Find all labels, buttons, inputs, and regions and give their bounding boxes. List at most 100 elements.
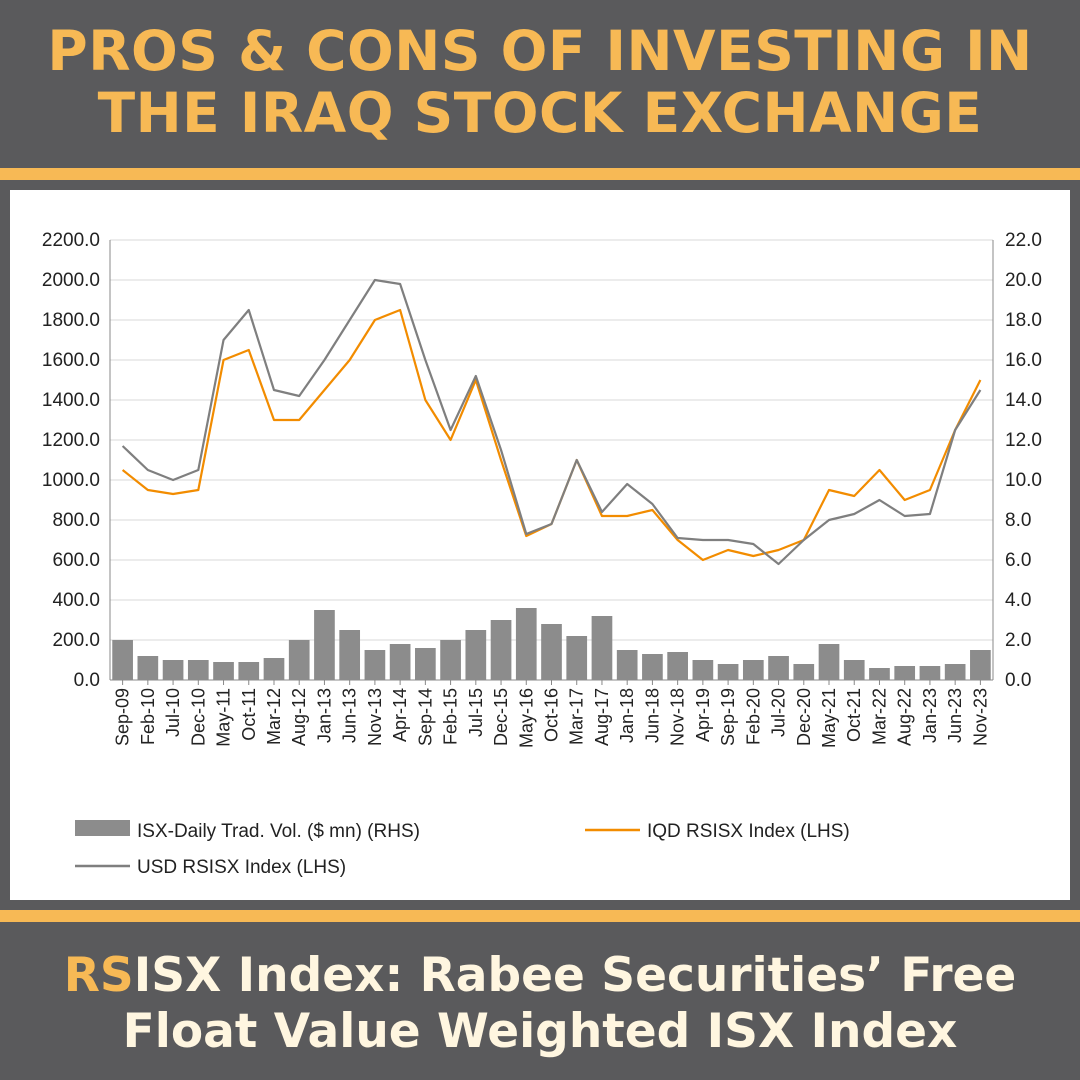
footer-line-1-rest: ISX Index: Rabee Securities’ Free <box>133 948 1017 1003</box>
volume-bar <box>364 650 386 680</box>
y-right-tick-label: 6.0 <box>1005 550 1031 571</box>
x-tick-label: Nov-18 <box>668 688 688 746</box>
x-tick-label: Sep-14 <box>415 688 435 746</box>
x-tick-label: May-11 <box>214 688 234 747</box>
x-tick-label: Jul-15 <box>466 688 486 737</box>
volume-bar <box>137 656 159 680</box>
y-left-tick-label: 1000.0 <box>42 470 100 491</box>
volume-bar <box>238 662 260 680</box>
volume-bar <box>263 658 285 680</box>
y-right-tick-label: 0.0 <box>1005 670 1031 691</box>
x-tick-label: Jun-23 <box>945 688 965 743</box>
volume-bar <box>288 640 310 680</box>
y-right-tick-label: 8.0 <box>1005 510 1031 531</box>
legend-label: USD RSISX Index (LHS) <box>137 857 346 878</box>
y-right-tick-label: 20.0 <box>1005 270 1042 291</box>
x-tick-label: Oct-21 <box>844 688 864 742</box>
volume-bar <box>566 636 588 680</box>
rsisx-chart: 0.0 200.0 400.0 600.0 800.0 1000.0 1200.0 1400.… <box>42 230 1042 878</box>
title-line-1: PROS & CONS OF INVESTING IN <box>47 19 1033 83</box>
volume-bar <box>162 660 184 680</box>
volume-bar <box>869 668 890 680</box>
volume-bar <box>591 616 613 680</box>
y-right-tick-label: 18.0 <box>1005 310 1042 331</box>
volume-bar <box>843 660 865 680</box>
chart-panel: 0.0 200.0 400.0 600.0 800.0 1000.0 1200.0 1400.… <box>10 190 1070 900</box>
volume-bar <box>667 652 688 680</box>
footer-caption: RSISX Index: Rabee Securities’ Free Floa… <box>0 948 1080 1060</box>
y-left-tick-label: 1400.0 <box>42 390 100 411</box>
legend-label: ISX-Daily Trad. Vol. ($ mn) (RHS) <box>137 821 420 842</box>
page-title: PROS & CONS OF INVESTING IN THE IRAQ STO… <box>0 20 1080 144</box>
y-left-tick-label: 200.0 <box>52 630 100 651</box>
legend-label: IQD RSISX Index (LHS) <box>647 821 850 842</box>
bottom-accent-stripe <box>0 910 1080 922</box>
y-right-tick-label: 12.0 <box>1005 430 1042 451</box>
volume-bar <box>919 666 941 680</box>
x-tick-label: May-21 <box>819 688 839 748</box>
volume-bar <box>642 654 663 680</box>
x-tick-label: Feb-15 <box>441 688 461 745</box>
footer-highlight: RS <box>63 948 134 1003</box>
volume-bar <box>692 660 714 680</box>
x-tick-label: Jun-18 <box>642 688 662 743</box>
volume-bar <box>314 610 335 680</box>
y-right-tick-label: 4.0 <box>1005 590 1031 611</box>
footer-line-1: RSISX Index: Rabee Securities’ Free <box>0 948 1080 1004</box>
y-left-tick-label: 800.0 <box>52 510 100 531</box>
volume-bar <box>768 656 789 680</box>
x-tick-label: Nov-13 <box>365 688 385 746</box>
x-tick-label: Jul-10 <box>163 688 183 737</box>
x-tick-label: Aug-17 <box>592 688 612 746</box>
x-tick-label: Jun-13 <box>340 688 360 743</box>
volume-bar <box>440 640 461 680</box>
volume-bar <box>818 644 840 680</box>
volume-bar <box>541 624 562 680</box>
y-left-tick-label: 0.0 <box>74 670 100 691</box>
header-banner: PROS & CONS OF INVESTING IN THE IRAQ STO… <box>0 0 1080 168</box>
volume-bar <box>616 650 638 680</box>
volume-bar <box>970 650 991 680</box>
volume-bar <box>742 660 764 680</box>
x-tick-label: Nov-23 <box>970 688 990 746</box>
y-left-tick-label: 400.0 <box>52 590 100 611</box>
x-tick-label: Mar-12 <box>264 688 284 745</box>
title-line-2: THE IRAQ STOCK EXCHANGE <box>97 81 983 145</box>
y-left-tick-label: 1200.0 <box>42 430 100 451</box>
x-tick-label: Feb-10 <box>138 688 158 745</box>
volume-bar <box>187 660 209 680</box>
y-left-tick-label: 2000.0 <box>42 270 100 291</box>
x-tick-label: Dec-15 <box>491 688 511 746</box>
footer-line-2: Float Value Weighted ISX Index <box>122 1004 958 1059</box>
volume-bar <box>793 664 815 680</box>
volume-bar <box>515 608 537 680</box>
y-right-tick-label: 14.0 <box>1005 390 1042 411</box>
y-left-tick-label: 2200.0 <box>42 230 100 251</box>
volume-bar <box>490 620 512 680</box>
x-tick-label: Jan-23 <box>920 688 940 743</box>
volume-bar <box>944 664 966 680</box>
usd-index-line <box>121 278 982 566</box>
x-tick-label: Jan-18 <box>617 688 637 743</box>
legend-swatch-volume <box>75 820 130 836</box>
x-tick-label: Sep-09 <box>113 688 133 746</box>
x-tick-label: Oct-16 <box>542 688 562 742</box>
volume-bar <box>415 648 436 680</box>
volume-bar <box>112 640 133 680</box>
volume-bar <box>339 630 361 680</box>
volume-bar <box>213 662 234 680</box>
x-tick-label: Oct-11 <box>239 688 259 741</box>
y-right-tick-label: 16.0 <box>1005 350 1042 371</box>
top-accent-stripe <box>0 168 1080 180</box>
y-right-tick-label: 2.0 <box>1005 630 1031 651</box>
volume-bar <box>717 664 739 680</box>
x-tick-label: Apr-14 <box>390 688 410 742</box>
x-tick-label: Mar-22 <box>869 688 889 745</box>
y-left-tick-label: 1600.0 <box>42 350 100 371</box>
y-right-tick-label: 22.0 <box>1005 230 1042 251</box>
x-tick-label: Dec-20 <box>794 688 814 746</box>
x-tick-label: Feb-20 <box>743 688 763 745</box>
y-left-tick-label: 600.0 <box>52 550 100 571</box>
x-tick-label: Apr-19 <box>693 688 713 742</box>
volume-bar <box>389 644 411 680</box>
